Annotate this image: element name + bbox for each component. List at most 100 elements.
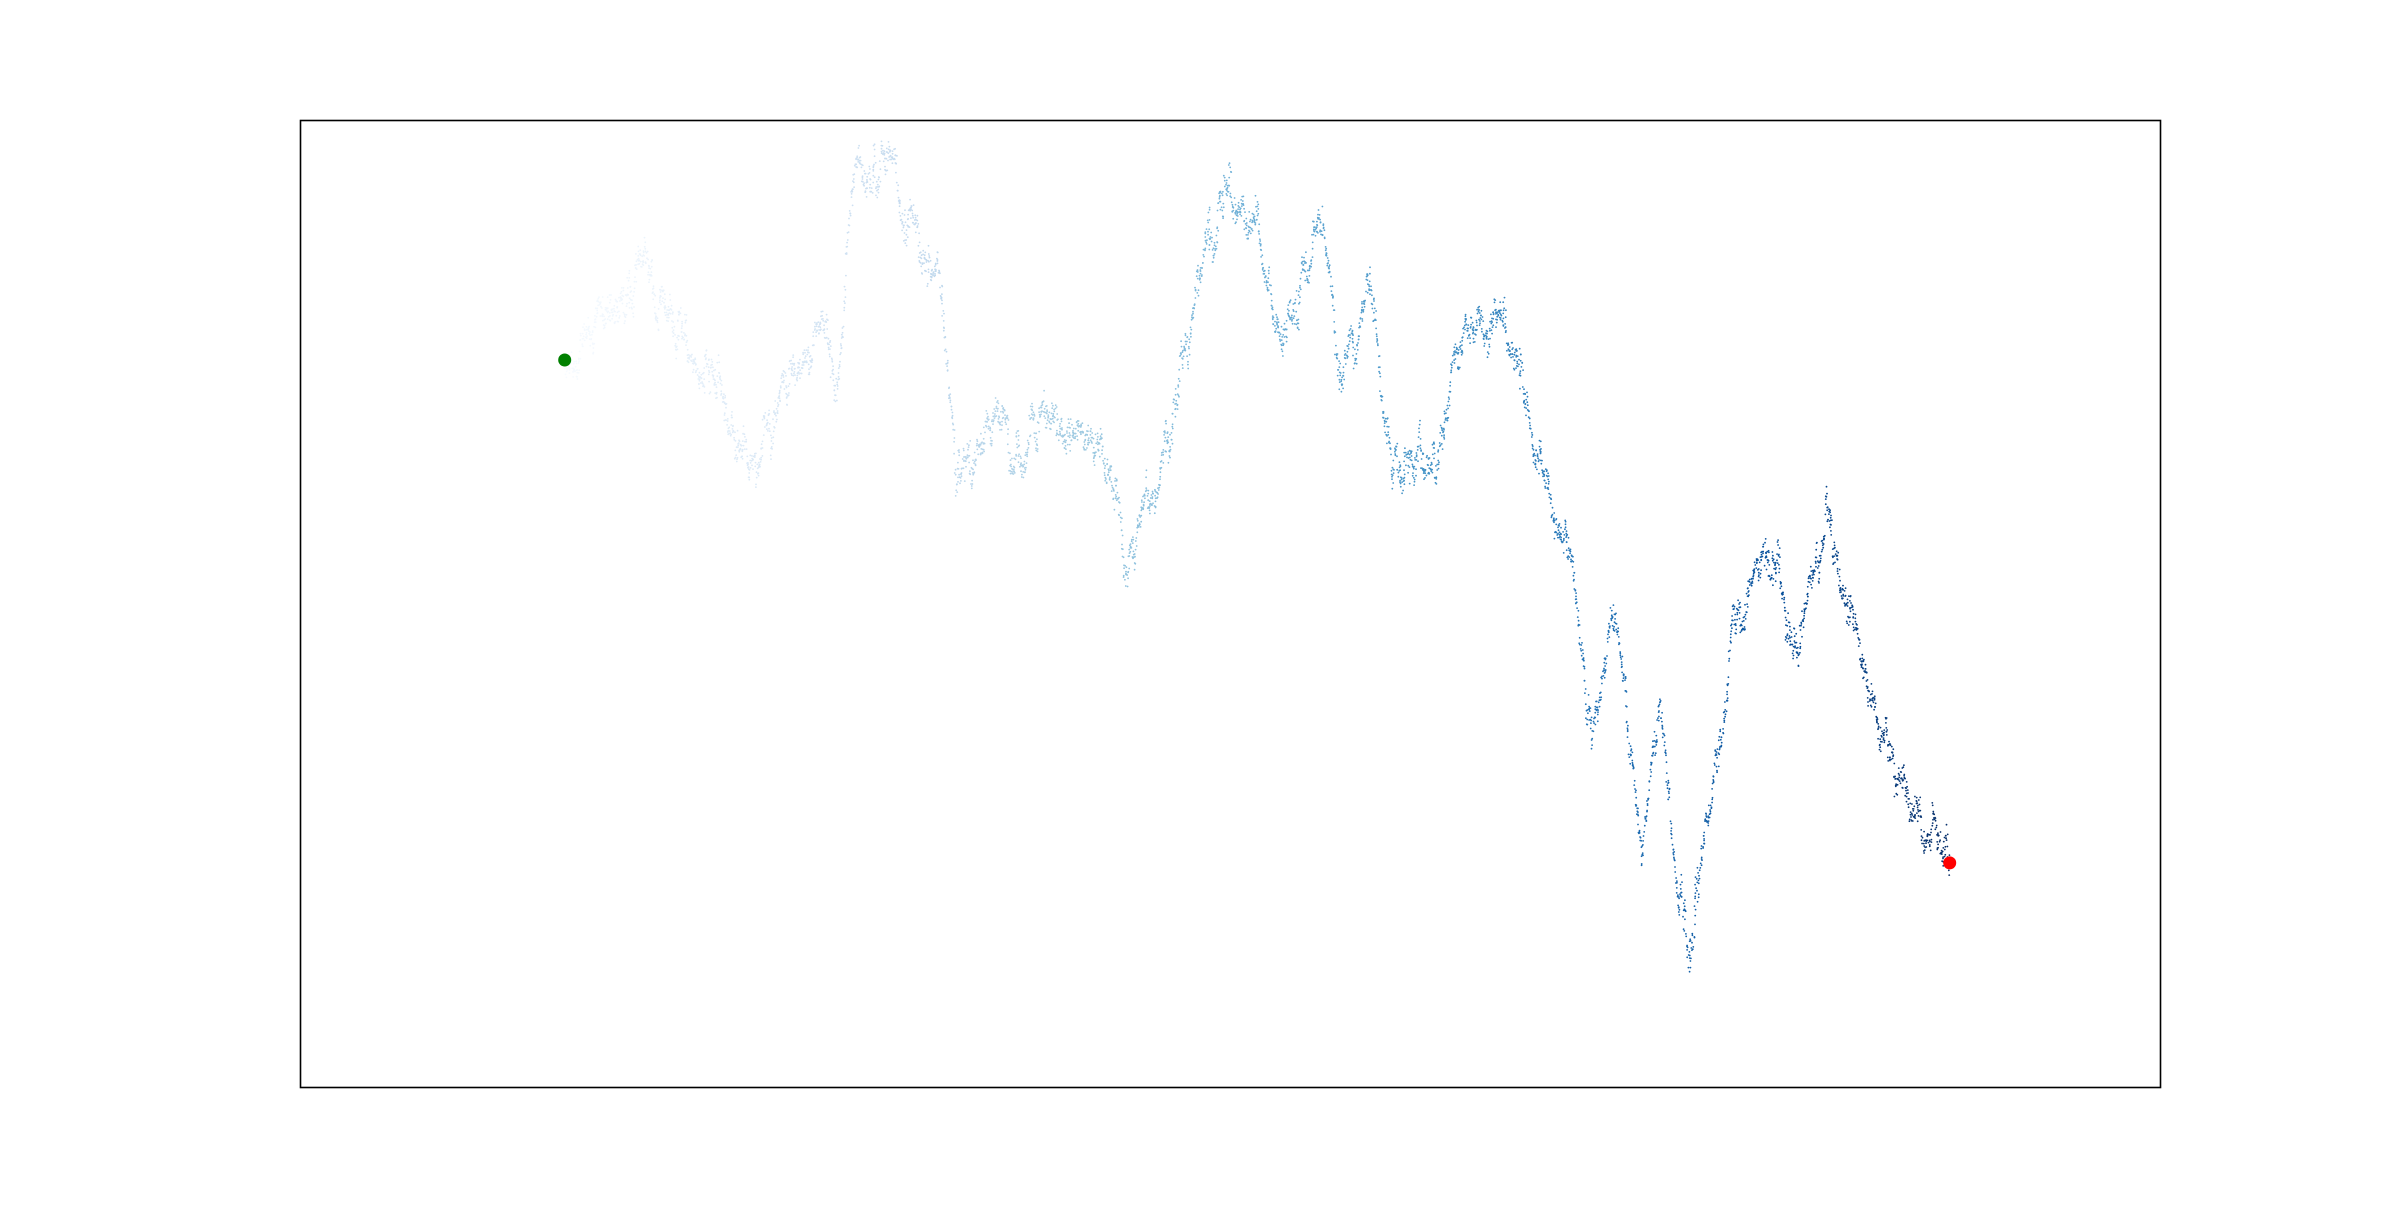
walk-point (1088, 441, 1091, 444)
walk-point (895, 162, 897, 165)
walk-point (1257, 203, 1260, 206)
walk-point (615, 314, 618, 317)
walk-point (1730, 630, 1733, 633)
walk-point (1461, 339, 1464, 342)
walk-point (1683, 905, 1686, 908)
walk-point (1433, 457, 1435, 460)
walk-point (1165, 422, 1167, 425)
walk-point (788, 392, 790, 394)
walk-point (954, 468, 957, 471)
walk-point (1771, 557, 1774, 560)
walk-point (1446, 419, 1448, 422)
walk-point (1788, 621, 1791, 624)
walk-point (1603, 667, 1605, 670)
walk-point (1281, 350, 1284, 353)
walk-point (875, 194, 877, 197)
walk-point (1659, 700, 1662, 702)
walk-point (873, 148, 876, 151)
walk-point (1436, 463, 1439, 466)
walk-point (1308, 264, 1311, 267)
walk-point (730, 424, 733, 426)
walk-point (1716, 769, 1718, 772)
walk-point (1350, 325, 1352, 327)
walk-point (1598, 699, 1601, 702)
walk-point (1134, 540, 1137, 542)
walk-point (1776, 553, 1778, 555)
walk-point (1111, 486, 1114, 489)
walk-point (927, 271, 930, 273)
walk-point (1886, 729, 1889, 731)
walk-point (1820, 540, 1823, 542)
walk-point (870, 187, 873, 190)
walk-point (1594, 705, 1597, 708)
walk-point (808, 368, 810, 371)
walk-point (1933, 818, 1936, 821)
walk-point (741, 448, 744, 451)
walk-point (695, 369, 698, 372)
walk-point (1543, 473, 1546, 476)
walk-point (597, 304, 599, 307)
walk-point (1213, 253, 1216, 255)
walk-point (1910, 816, 1912, 818)
walk-point (1838, 584, 1840, 587)
walk-point (1691, 941, 1693, 944)
walk-point (1013, 472, 1016, 474)
walk-point (957, 468, 960, 470)
walk-point (1859, 658, 1861, 661)
walk-point (1092, 437, 1095, 440)
walk-point (1271, 317, 1274, 319)
walk-point (1360, 311, 1363, 314)
walk-point (1931, 822, 1934, 824)
walk-point (1700, 847, 1703, 850)
walk-point (707, 366, 710, 369)
walk-point (616, 311, 619, 314)
walk-point (692, 371, 694, 374)
walk-point (1861, 653, 1864, 656)
walk-point (694, 371, 697, 374)
walk-point (1628, 742, 1631, 745)
walk-point (664, 298, 666, 301)
walk-point (1320, 230, 1323, 233)
walk-point (1794, 646, 1796, 649)
walk-point (751, 455, 753, 457)
walk-point (1553, 537, 1556, 540)
walk-point (774, 413, 776, 415)
walk-point (1235, 210, 1237, 213)
walk-point (659, 291, 662, 293)
walk-point (1794, 641, 1796, 644)
walk-point (1370, 285, 1372, 288)
walk-point (1252, 213, 1255, 216)
walk-point (1216, 241, 1219, 244)
walk-point (1181, 351, 1184, 354)
walk-point (1140, 509, 1143, 512)
walk-point (1790, 636, 1793, 638)
walk-point (1401, 481, 1403, 483)
walk-point (1048, 421, 1051, 424)
walk-point (1314, 228, 1317, 231)
walk-point (1440, 434, 1443, 437)
walk-point (578, 350, 581, 353)
walk-point (763, 415, 765, 418)
walk-point (1847, 624, 1850, 626)
walk-point (878, 160, 881, 163)
walk-point (1694, 895, 1697, 898)
walk-point (1056, 429, 1058, 432)
walk-point (801, 364, 804, 366)
walk-point (1605, 662, 1608, 665)
walk-point (911, 214, 914, 217)
walk-point (1036, 438, 1038, 441)
walk-point (1254, 223, 1257, 226)
walk-point (581, 332, 584, 335)
walk-point (1914, 795, 1916, 798)
walk-point (1291, 318, 1293, 321)
walk-point (1446, 404, 1449, 407)
walk-point (1812, 571, 1815, 573)
walk-point (1039, 415, 1042, 418)
walk-point (1057, 439, 1060, 442)
walk-point (975, 444, 978, 447)
walk-point (1010, 470, 1013, 473)
walk-point (1889, 744, 1892, 746)
walk-point (992, 419, 995, 421)
walk-point (1548, 480, 1550, 483)
walk-point (1188, 338, 1191, 341)
